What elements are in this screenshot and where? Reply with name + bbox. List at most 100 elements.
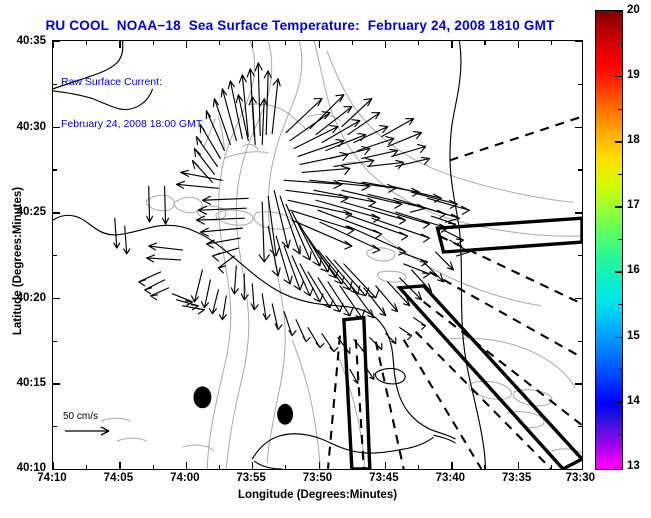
y-tick-minor-right [578,255,582,257]
x-tick-major-top [318,41,320,48]
x-tick-minor [86,465,88,469]
annotation-line-1: Raw Surface Current: [61,76,162,88]
y-tick-major-right [575,297,582,300]
y-tick-label: 40:15 [16,377,46,390]
x-tick-minor-top [550,41,552,45]
cbar-tick [615,76,622,78]
x-tick-minor-top [285,41,287,45]
y-tick-minor-right [578,83,582,85]
x-tick-major [185,462,188,469]
x-tick-major [384,462,387,469]
survey-track-polygons [342,216,582,469]
cbar-tick-minor [618,173,622,175]
y-tick-major [53,212,60,214]
x-tick-minor-top [152,41,154,45]
x-tick-major-top [517,41,519,48]
cbar-tick-minor [618,434,622,436]
y-tick-major [53,126,60,128]
y-tick-label: 40:35 [16,35,46,47]
x-tick-minor-top [219,41,221,45]
x-axis-title: Longitude (Degrees:Minutes) [237,489,398,501]
cbar-tick-minor [618,43,622,45]
cbar-tick [615,141,622,143]
y-tick-major-right [575,383,582,385]
cbar-tick [615,336,622,338]
x-tick-label: 73:45 [369,472,399,484]
x-tick-label: 73:50 [302,472,333,484]
temperature-colorbar [595,10,623,470]
surface-current-vectors [113,62,470,384]
x-tick-label: 74:10 [37,472,67,484]
x-tick-minor [152,465,154,469]
cbar-tick [615,466,622,468]
y-tick-minor-right [578,169,582,171]
y-tick-label: 40:30 [16,120,46,133]
cbar-tick-minor [618,238,622,240]
x-tick-minor [484,465,486,469]
x-tick-major-top [252,41,254,48]
map-graphics [53,41,582,469]
x-tick-label: 74:05 [103,472,134,484]
x-tick-major-top [119,41,121,48]
coastline [53,41,486,469]
y-tick-minor [53,169,57,171]
cbar-label: 15 [627,329,640,342]
cbar-label: 17 [627,199,640,212]
x-tick-major-top [384,41,387,48]
x-tick-minor [550,465,552,469]
x-tick-major [53,462,55,469]
x-tick-label: 73:35 [501,472,532,484]
y-tick-minor [53,255,57,257]
x-tick-major-top [451,41,453,48]
x-tick-label: 73:55 [236,472,266,484]
x-tick-minor [351,465,353,469]
x-tick-minor [418,465,420,469]
cbar-label: 19 [627,69,640,82]
map-annotation: Raw Surface Current: February 24, 2008 1… [61,47,202,159]
x-tick-major [517,462,519,469]
cbar-label: 20 [627,4,640,16]
cbar-tick-minor [618,303,622,306]
cbar-tick [615,401,622,403]
annotation-line-2: February 24, 2008 18:00 GMT [61,118,203,130]
cbar-tick-minor [618,369,622,371]
y-tick-major [53,41,60,43]
scale-bar-label: 50 cm/s [63,411,99,422]
x-tick-major-top [185,41,188,48]
x-tick-major [119,462,121,469]
cbar-tick [615,206,622,208]
x-tick-label: 73:30 [565,472,596,484]
cbar-label: 16 [627,264,640,277]
y-tick-minor-right [578,340,582,342]
y-tick-minor [53,426,57,428]
cbar-tick-minor [618,108,622,110]
x-tick-label: 73:40 [435,472,466,484]
y-axis-title: Latitude (Degrees:Minutes) [12,186,24,336]
x-tick-major [318,462,320,469]
y-tick-label: 40:20 [16,291,46,304]
x-tick-minor-top [351,41,353,45]
y-tick-major [53,383,60,385]
dashed-radial-transects [326,115,582,469]
x-tick-major [252,462,254,469]
x-tick-minor [219,465,221,469]
y-tick-major-right [575,212,582,214]
x-tick-minor-top [86,41,88,45]
y-tick-major-right [575,41,582,43]
y-tick-major-right [575,126,582,128]
x-tick-minor-top [418,41,420,45]
y-tick-minor [53,340,57,342]
point-markers [193,386,294,425]
cbar-label: 13 [627,459,640,472]
x-tick-label: 74:00 [170,472,200,484]
x-tick-major-top [53,41,55,48]
y-tick-label: 40:25 [16,206,46,219]
y-tick-minor [53,83,57,85]
x-tick-minor [285,465,287,469]
x-tick-minor-top [484,41,486,45]
map-plot-area: Raw Surface Current: February 24, 2008 1… [52,40,583,470]
cbar-label: 18 [627,134,640,147]
y-tick-major [53,297,60,300]
y-tick-minor-right [578,426,582,428]
